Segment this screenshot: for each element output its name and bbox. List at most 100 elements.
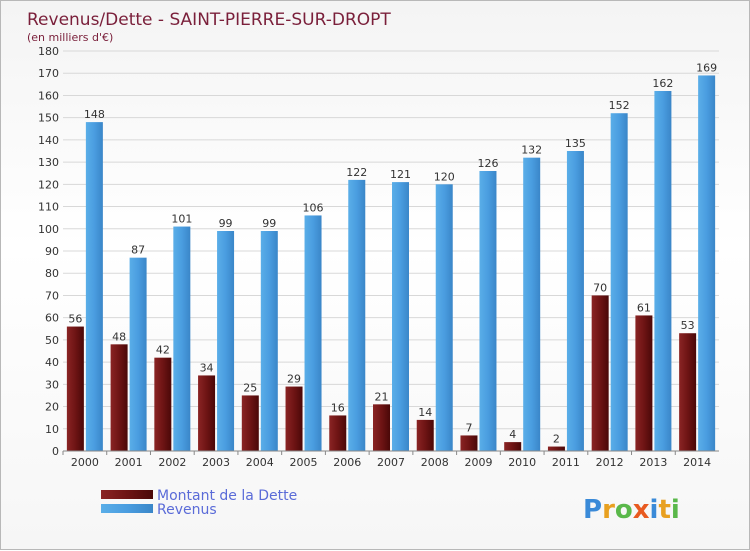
bar-revenus xyxy=(260,231,278,451)
legend-swatch-debt xyxy=(101,490,153,499)
y-tick-label: 80 xyxy=(45,267,59,280)
data-label-dette: 2 xyxy=(553,433,560,446)
data-label-dette: 61 xyxy=(637,301,651,314)
data-label-revenus: 169 xyxy=(696,61,717,74)
legend-label-revenus: Revenus xyxy=(157,502,217,518)
data-label-revenus: 152 xyxy=(609,99,630,112)
y-tick-label: 130 xyxy=(38,156,59,169)
y-tick-label: 30 xyxy=(45,378,59,391)
x-tick-label: 2007 xyxy=(377,456,405,469)
data-label-revenus: 126 xyxy=(477,157,498,170)
data-label-dette: 21 xyxy=(375,390,389,403)
data-label-dette: 4 xyxy=(509,428,516,441)
data-labels: 56 148 48 87 4 2 101 34 99 25 99 29 106 16 122 21 121 14 1… xyxy=(68,61,717,445)
x-tick-label: 2005 xyxy=(290,456,318,469)
x-tick-label: 2013 xyxy=(639,456,667,469)
bar-revenus xyxy=(610,113,628,451)
data-label-dette: 7 xyxy=(465,421,472,434)
x-tick-label: 2000 xyxy=(71,456,99,469)
y-tick-label: 110 xyxy=(38,201,59,214)
x-tick-label: 2006 xyxy=(333,456,361,469)
gridlines xyxy=(63,50,719,452)
bar-revenus xyxy=(435,184,453,452)
bar-dette xyxy=(198,375,216,451)
x-tick-label: 2001 xyxy=(115,456,143,469)
bar-dette xyxy=(66,326,84,451)
x-tick-label: 2014 xyxy=(683,456,711,469)
bar-dette xyxy=(460,435,478,451)
bar-dette xyxy=(547,446,565,451)
y-tick-label: 140 xyxy=(38,134,59,147)
bar-revenus xyxy=(566,151,584,451)
chart-subtitle: (en milliers d'€) xyxy=(27,31,113,44)
bar-revenus xyxy=(173,226,191,451)
bar-dette xyxy=(373,404,390,451)
y-tick-label: 120 xyxy=(38,178,59,191)
data-label-dette: 53 xyxy=(681,319,695,332)
data-label-revenus: 87 xyxy=(131,244,145,257)
data-label-revenus: 99 xyxy=(219,217,233,230)
y-tick-label: 150 xyxy=(38,112,59,125)
data-label-dette: 14 xyxy=(418,406,432,419)
data-label-dette: 56 xyxy=(68,313,82,326)
y-tick-label: 160 xyxy=(38,89,59,102)
logo-text: Proxiti xyxy=(583,495,680,525)
data-label-dette: 25 xyxy=(243,381,257,394)
data-label-revenus: 106 xyxy=(303,201,324,214)
x-tick-label: 2011 xyxy=(552,456,580,469)
data-label-revenus: 132 xyxy=(521,144,542,157)
x-tick-label: 2010 xyxy=(508,456,536,469)
bar-dette xyxy=(679,333,697,451)
y-tick-label: 60 xyxy=(45,312,59,325)
bar-dette xyxy=(591,295,609,451)
y-tick-label: 0 xyxy=(52,445,59,458)
data-label-revenus: 101 xyxy=(171,213,192,226)
y-tick-label: 10 xyxy=(45,423,59,436)
proxiti-logo: Proxiti xyxy=(583,495,680,525)
bar-revenus xyxy=(348,179,366,451)
data-label-dette: 16 xyxy=(331,401,345,414)
bar-dette xyxy=(635,315,653,451)
data-label-revenus: 122 xyxy=(346,166,367,179)
bar-revenus xyxy=(654,91,672,451)
data-label-revenus: 120 xyxy=(434,170,455,183)
bar-revenus xyxy=(479,171,497,451)
bar-dette xyxy=(154,357,172,451)
data-label-revenus: 121 xyxy=(390,168,411,181)
y-tick-label: 70 xyxy=(45,289,59,302)
legend-label-debt: Montant de la Dette xyxy=(157,488,297,504)
bar-dette xyxy=(329,415,347,451)
bar-dette xyxy=(416,419,434,451)
x-axis-ticks: 2000 2001 2002 2003 2004 2005 2006 2007 2008 2009… xyxy=(62,451,711,469)
bar-revenus xyxy=(217,231,235,451)
y-tick-label: 50 xyxy=(45,334,59,347)
data-label-revenus: 162 xyxy=(652,77,673,90)
data-label-dette: 29 xyxy=(287,373,301,386)
y-tick-label: 100 xyxy=(38,223,59,236)
bar-revenus xyxy=(698,75,716,451)
data-label-revenus: 135 xyxy=(565,137,586,150)
y-axis-ticks: 0 10 20 30 40 50 60 70 80 90 100 110 120 130 140 150 160… xyxy=(38,45,59,458)
x-tick-label: 2004 xyxy=(246,456,274,469)
x-tick-label: 2008 xyxy=(421,456,449,469)
x-tick-label: 2012 xyxy=(596,456,624,469)
bar-revenus xyxy=(392,182,409,451)
bar-revenus xyxy=(85,122,103,451)
data-label-dette: 70 xyxy=(593,281,607,294)
data-label-dette: 48 xyxy=(112,330,126,343)
chart-title: Revenus/Dette - SAINT-PIERRE-SUR-DROPT xyxy=(27,10,391,30)
data-label-revenus: 99 xyxy=(262,217,276,230)
data-label-dette: 34 xyxy=(200,361,214,374)
y-tick-label: 20 xyxy=(45,401,59,414)
y-tick-label: 180 xyxy=(38,45,59,58)
bar-dette xyxy=(241,395,259,451)
data-label-revenus: 148 xyxy=(84,108,105,121)
y-tick-label: 40 xyxy=(45,356,59,369)
y-tick-label: 90 xyxy=(45,245,59,258)
bar-revenus xyxy=(523,157,541,451)
x-tick-label: 2003 xyxy=(202,456,230,469)
bar-revenus xyxy=(304,215,322,451)
bars xyxy=(66,75,716,452)
